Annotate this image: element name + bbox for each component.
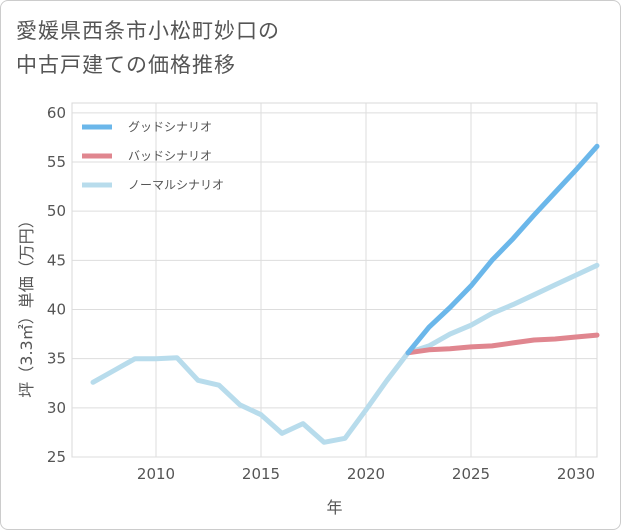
x-axis-label: 年 <box>326 498 342 517</box>
series-lines <box>90 143 600 445</box>
chart-title: 愛媛県西条市小松町妙口の 中古戸建ての価格推移 <box>16 14 576 82</box>
y-tick-label: 60 <box>47 104 66 122</box>
x-tick-label: 2015 <box>242 465 280 483</box>
y-tick-label: 50 <box>47 202 66 220</box>
chart-title-line-2: 中古戸建ての価格推移 <box>16 53 236 77</box>
legend-label: バッドシナリオ <box>128 149 212 163</box>
legend-label: グッドシナリオ <box>128 120 212 134</box>
y-tick-label: 45 <box>47 251 66 269</box>
y-tick-label: 35 <box>47 350 66 368</box>
x-tick-label: 2010 <box>137 465 175 483</box>
legend-label: ノーマルシナリオ <box>128 178 224 192</box>
x-tick-label: 2020 <box>347 465 385 483</box>
tick-labels: 25 30 35 40 45 50 55 60 2010 2015 2020 2025 2030 <box>47 104 595 483</box>
y-tick-label: 40 <box>47 301 66 319</box>
y-tick-label: 55 <box>47 153 66 171</box>
y-tick-label: 30 <box>47 399 66 417</box>
x-tick-label: 2025 <box>452 465 490 483</box>
y-axis-label: 坪（3.3㎡）単価（万円） <box>17 212 36 397</box>
y-tick-label: 25 <box>47 448 66 466</box>
x-tick-label: 2030 <box>557 465 595 483</box>
chart-title-line-1: 愛媛県西条市小松町妙口の <box>16 19 280 43</box>
series-line-2 <box>90 262 600 445</box>
series-line-0 <box>405 143 600 356</box>
series-line-1 <box>405 332 600 356</box>
